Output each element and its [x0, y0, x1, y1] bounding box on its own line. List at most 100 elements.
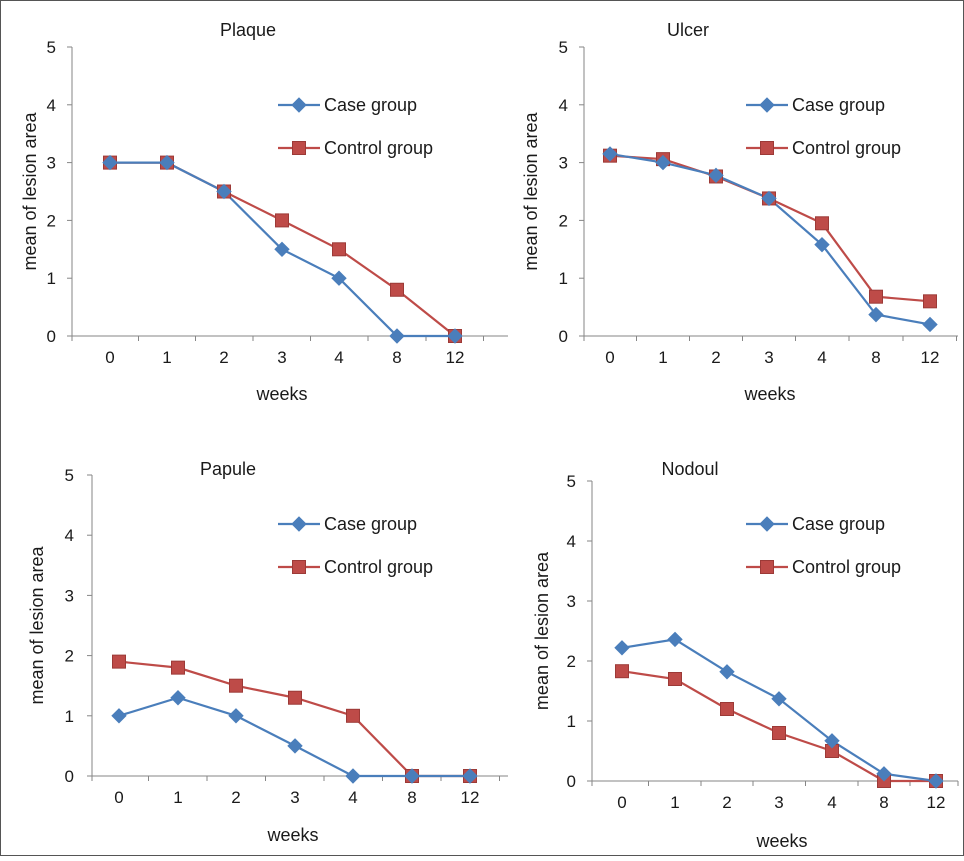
x-tick-label: 2 — [722, 793, 731, 812]
x-tick-label: 3 — [764, 348, 773, 367]
control-group-point — [615, 664, 629, 679]
y-axis-label: mean of lesion area — [20, 111, 40, 270]
x-tick-label: 3 — [290, 788, 299, 807]
control-group-point — [288, 690, 302, 705]
case-group-legend-label: Case group — [792, 514, 885, 534]
y-tick-label: 4 — [567, 532, 576, 551]
case-group-point — [667, 631, 683, 648]
chart-legend: Case group Control group — [746, 514, 901, 577]
control-group-series-line — [118, 660, 470, 778]
x-tick-label: 12 — [446, 348, 465, 367]
case-group-series-line — [621, 638, 937, 783]
y-tick-label: 3 — [47, 154, 56, 173]
x-tick-label: 0 — [605, 348, 614, 367]
y-tick-label: 0 — [567, 772, 576, 791]
control-group-legend-square-icon — [292, 141, 306, 155]
x-tick-label: 8 — [879, 793, 888, 812]
control-group-legend-label: Control group — [792, 557, 901, 577]
control-group-point — [923, 294, 937, 309]
y-tick-label: 2 — [65, 647, 74, 666]
case-group-point — [216, 183, 232, 200]
x-tick-label: 12 — [927, 793, 946, 812]
chart-title: Papule — [200, 459, 256, 479]
case-group-point — [922, 316, 938, 333]
x-tick-label: 2 — [711, 348, 720, 367]
y-tick-label: 1 — [567, 712, 576, 731]
case-group-point — [614, 640, 630, 656]
y-tick-label: 5 — [559, 38, 568, 57]
x-tick-label: 4 — [827, 793, 836, 812]
case-group-point — [447, 328, 463, 344]
y-tick-label: 5 — [65, 466, 74, 485]
control-group-point — [229, 678, 243, 693]
x-tick-label: 8 — [392, 348, 401, 367]
case-group-point — [655, 154, 671, 171]
y-tick-label: 3 — [65, 586, 74, 605]
x-tick-label: 3 — [277, 348, 286, 367]
x-tick-label: 8 — [871, 348, 880, 367]
case-group-point — [462, 768, 478, 784]
control-group-point — [772, 726, 786, 740]
case-group-point — [159, 154, 175, 171]
y-tick-label: 1 — [559, 269, 568, 288]
case-group-legend-label: Case group — [324, 514, 417, 534]
control-group-point — [815, 216, 829, 231]
chart-legend: Case group Control group — [278, 95, 433, 158]
y-tick-label: 5 — [567, 472, 576, 491]
y-tick-label: 5 — [47, 38, 56, 57]
x-tick-label: 4 — [817, 348, 826, 367]
case-group-point — [404, 768, 420, 784]
case-group-point — [170, 690, 186, 706]
chart-title: Nodoul — [661, 459, 718, 479]
x-tick-label: 1 — [658, 348, 667, 367]
y-tick-label: 1 — [65, 707, 74, 726]
case-group-point — [389, 328, 405, 344]
case-group-series-line — [118, 696, 470, 778]
case-group-point — [719, 664, 735, 680]
case-group-point — [287, 738, 303, 754]
case-group-point — [111, 708, 127, 724]
y-axis-label: mean of lesion area — [521, 111, 541, 270]
x-tick-label: 1 — [162, 348, 171, 367]
case-group-point — [876, 766, 892, 782]
case-group-point — [602, 146, 618, 162]
chart-legend: Case group Control group — [278, 514, 433, 577]
y-tick-label: 0 — [47, 327, 56, 346]
x-tick-label: 0 — [617, 793, 626, 812]
control-group-legend-square-icon — [292, 560, 306, 574]
chart-legend: Case group Control group — [746, 95, 901, 158]
case-group-legend-diamond-icon — [291, 97, 307, 113]
control-group-point — [720, 702, 734, 716]
y-axis-label: mean of lesion area — [27, 545, 47, 704]
case-group-point — [771, 691, 787, 707]
control-group-point — [171, 660, 185, 675]
y-tick-label: 0 — [559, 327, 568, 346]
control-group-legend-label: Control group — [324, 138, 433, 158]
control-group-point — [346, 708, 360, 723]
x-tick-label: 8 — [407, 788, 416, 807]
case-group-point — [868, 306, 884, 323]
case-group-point — [345, 768, 361, 784]
control-group-point — [275, 213, 289, 228]
y-tick-label: 0 — [65, 767, 74, 786]
x-tick-label: 4 — [348, 788, 357, 807]
case-group-point — [824, 733, 840, 749]
y-tick-label: 3 — [559, 154, 568, 173]
y-tick-label: 4 — [65, 526, 74, 545]
control-group-point — [869, 289, 883, 304]
x-axis-label: weeks — [255, 384, 307, 404]
y-tick-label: 3 — [567, 592, 576, 611]
case-group-point — [708, 167, 724, 184]
x-tick-label: 4 — [334, 348, 343, 367]
x-axis-label: weeks — [743, 384, 795, 404]
y-tick-label: 2 — [47, 211, 56, 230]
control-group-legend-label: Control group — [792, 138, 901, 158]
case-group-legend-diamond-icon — [759, 97, 775, 113]
control-group-point — [112, 654, 126, 669]
x-tick-label: 12 — [461, 788, 480, 807]
